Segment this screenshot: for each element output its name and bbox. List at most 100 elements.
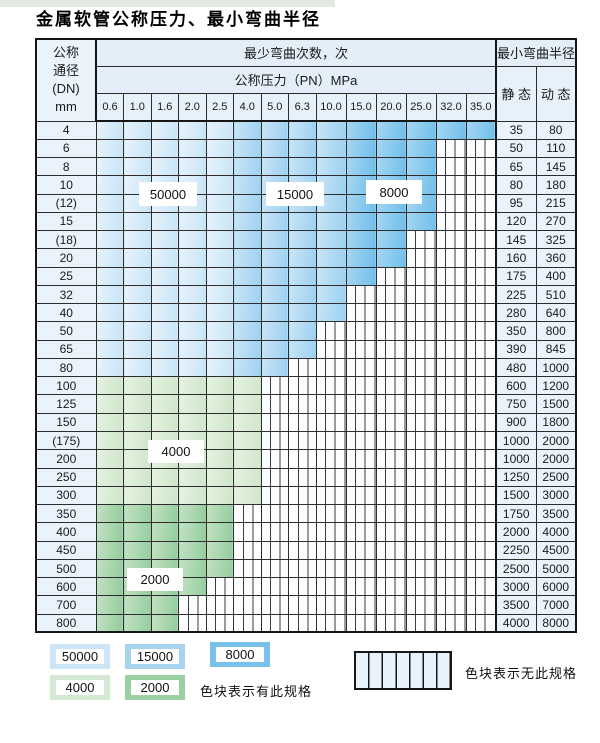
dn-cell: 6 [35,138,97,159]
nospec-cell [435,558,467,579]
spec-cell [205,394,234,414]
spec-cell [178,284,207,305]
spec-cell [260,211,289,232]
nospec-cell [233,522,262,542]
spec-cell [315,230,347,250]
table-row: 200 1000 2000 [35,449,577,469]
nospec-cell [260,412,289,433]
spec-cell [123,266,152,286]
nospec-cell [435,522,467,542]
table-row: 65 390 845 [35,339,577,359]
nospec-cell [465,230,497,250]
dn-cell: 80 [35,357,97,378]
spec-cell [233,431,262,451]
nospec-cell [375,339,407,359]
spec-cell [233,321,262,341]
cycles-label-4000: 4000 [149,441,203,462]
spec-cell [288,303,317,323]
spec-cell [95,120,124,140]
nospec-cell [345,558,377,579]
static-cell: 600 [495,376,537,396]
static-cell: 2250 [495,540,537,560]
spec-cell [150,376,179,396]
spec-cell [178,120,207,140]
spec-cell [233,449,262,469]
spec-cell [233,339,262,359]
spec-cell [95,577,124,597]
nospec-cell [345,376,377,396]
spec-cell [315,303,347,323]
spec-cell [123,522,152,542]
spec-cell [205,540,234,560]
spec-cell [150,357,179,378]
spec-cell [260,339,289,359]
spec-cell [95,613,124,633]
dynamic-cell: 2500 [535,467,577,487]
spec-cell [205,138,234,159]
nospec-cell [288,376,317,396]
spec-cell [150,230,179,250]
spec-cell [465,120,497,140]
spec-cell [123,467,152,487]
nospec-cell [260,595,289,615]
nospec-cell [435,138,467,159]
spec-cell [150,412,179,433]
legend-swatch-15000: 15000 [125,644,185,669]
spec-cell [123,303,152,323]
spec-cell [95,193,124,213]
nospec-cell [260,485,289,506]
spec-cell [260,230,289,250]
spec-cell [233,485,262,506]
dn-cell: 800 [35,613,97,633]
spec-cell [205,211,234,232]
spec-cell [205,303,234,323]
spec-cell [123,431,152,451]
static-cell: 145 [495,230,537,250]
nospec-cell [178,595,207,615]
static-cell: 4000 [495,613,537,633]
table-row: 80 480 1000 [35,357,577,378]
nospec-cell [205,577,234,597]
spec-cell [315,266,347,286]
spec-cell [345,266,377,286]
dynamic-cell: 325 [535,230,577,250]
spec-cell [233,211,262,232]
spec-cell [375,157,407,177]
spec-cell [95,284,124,305]
nospec-cell [260,394,289,414]
spec-cell [95,175,124,195]
dynamic-cell: 800 [535,321,577,341]
dn-cell: 20 [35,248,97,268]
nospec-cell [435,193,467,213]
spec-cell [233,157,262,177]
nospec-cell [435,303,467,323]
nospec-cell [435,412,467,433]
spec-cell [233,175,262,195]
spec-cell [233,412,262,433]
static-cell: 95 [495,193,537,213]
nospec-cell [260,376,289,396]
nospec-cell [345,504,377,524]
dn-cell: 65 [35,339,97,359]
static-cell: 80 [495,175,537,195]
nospec-cell [435,157,467,177]
nospec-cell [315,558,347,579]
spec-cell [95,540,124,560]
spec-cell [123,321,152,341]
dynamic-cell: 4500 [535,540,577,560]
nospec-cell [405,595,437,615]
spec-cell [178,248,207,268]
spec-cell [233,120,262,140]
static-cell: 1250 [495,467,537,487]
nospec-cell [288,431,317,451]
dn-cell: 450 [35,540,97,560]
nospec-cell [435,577,467,597]
dynamic-cell: 1500 [535,394,577,414]
legend-swatch-50000: 50000 [50,644,110,669]
spec-cell [123,449,152,469]
spec-cell [288,284,317,305]
nospec-cell [345,613,377,633]
nospec-cell [315,577,347,597]
nospec-cell [345,577,377,597]
nospec-cell [375,266,407,286]
